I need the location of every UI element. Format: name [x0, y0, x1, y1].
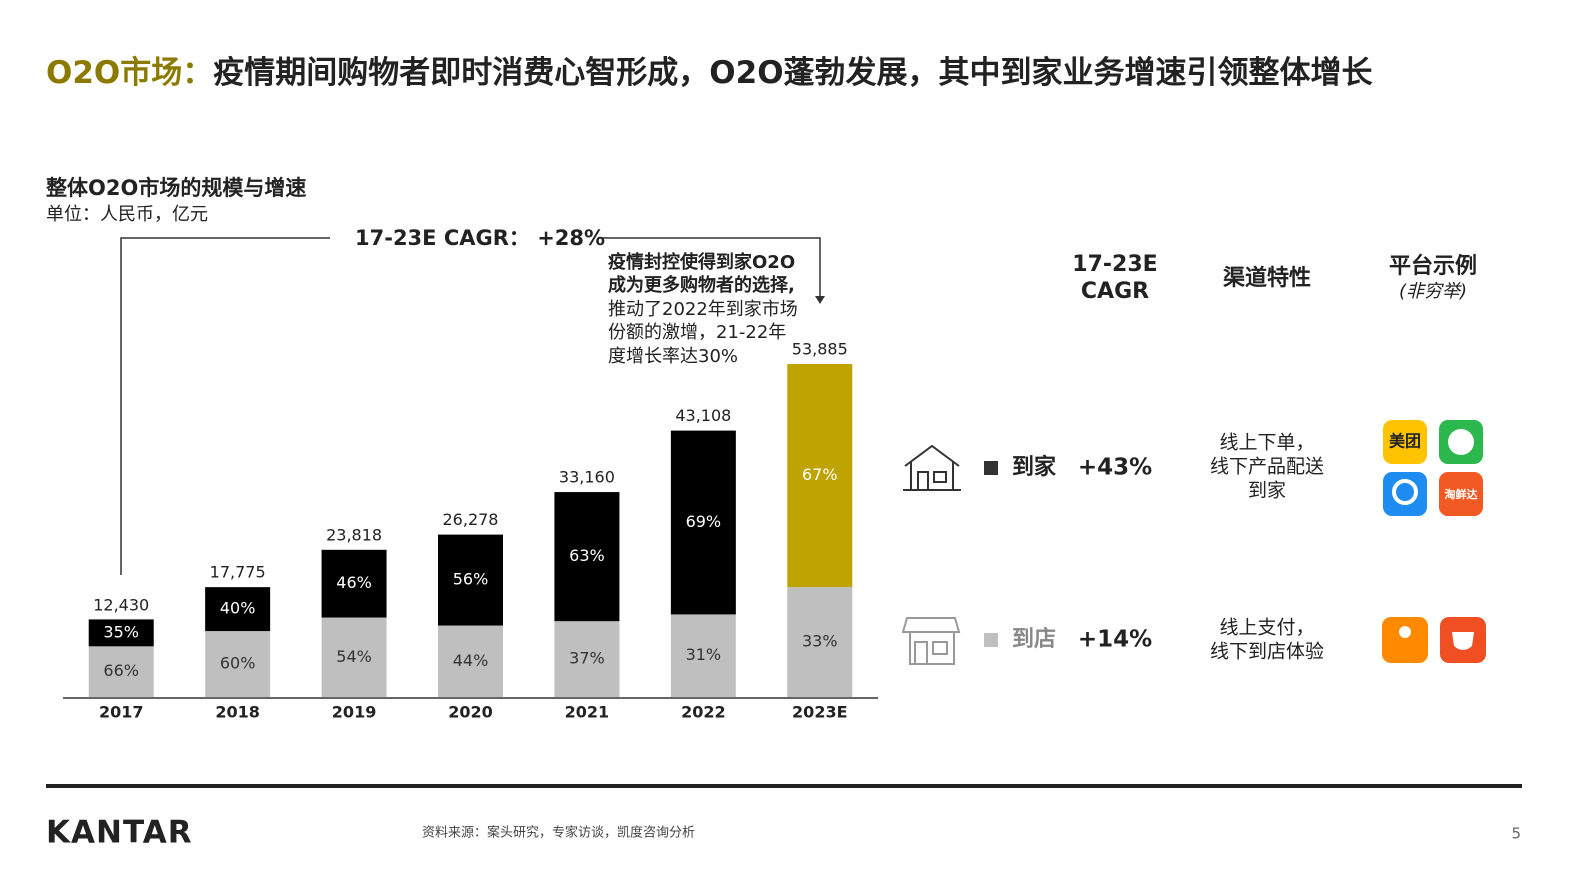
segment-label: 40%: [220, 599, 256, 618]
chart-title: 整体O2O市场的规模与增速: [46, 176, 306, 200]
header-platform: 平台示例: [1389, 253, 1477, 279]
title-highlight: O2O市场：: [46, 55, 213, 91]
x-tick-label: 2021: [565, 703, 610, 722]
row-channel: 线上下单，: [1219, 432, 1314, 454]
slide-title: O2O市场：疫情期间购物者即时消费心智形成，O2O蓬勃发展，其中到家业务增速引领…: [46, 55, 1373, 91]
segment-label: 54%: [336, 647, 372, 666]
bars: 66% 35% 12,430 2017 60% 40% 17,775 2018 54% 46% 23…: [88, 340, 853, 722]
total-label: 43,108: [675, 406, 731, 425]
cagr-label: 17-23E CAGR： +28%: [355, 226, 605, 250]
bar-segment: [670, 614, 736, 697]
store-icon: [901, 617, 961, 665]
logo-eleme: [1383, 472, 1427, 516]
logo-shape: [1399, 626, 1411, 638]
bar-segment: [787, 364, 853, 588]
segment-label: 46%: [336, 573, 372, 592]
row-channel: 到家: [1248, 480, 1286, 502]
total-label: 53,885: [792, 340, 848, 359]
row-name: 到家: [1012, 454, 1057, 480]
header-channel: 渠道特性: [1223, 265, 1311, 291]
note: 推动了2022年到家市场: [608, 299, 798, 320]
row-channel: 线上支付，: [1219, 617, 1314, 639]
bar-segment: [554, 492, 620, 622]
bar-segment: [321, 549, 387, 618]
segment-label: 31%: [686, 645, 722, 664]
segment-label: 67%: [802, 465, 838, 484]
note-bold: 成为更多购物者的选择,: [608, 274, 795, 296]
header-cagr: CAGR: [1081, 279, 1149, 304]
logo-dianping: [1382, 617, 1428, 663]
segment-label: 60%: [220, 654, 256, 673]
logo-text: 淘鲜达: [1445, 487, 1478, 501]
x-tick-label: 2020: [448, 703, 493, 722]
row-name: 到店: [1012, 627, 1056, 652]
arrow-head: [815, 296, 825, 304]
segment-label: 37%: [569, 649, 605, 668]
x-tick-label: 2022: [681, 703, 726, 722]
x-tick-label: 2019: [332, 703, 377, 722]
segment-label: 56%: [453, 570, 489, 589]
source: 资料来源：案头研究，专家访谈，凯度咨询分析: [422, 825, 695, 841]
x-tick-label: 2018: [215, 703, 260, 722]
logo-text: 美团: [1389, 432, 1421, 451]
bar-segment: [438, 534, 503, 626]
logo-taoxianda: [1439, 472, 1483, 516]
x-tick-label: 2017: [99, 703, 144, 722]
note: 份额的激增，21-22年: [608, 322, 786, 343]
bar-segment: [205, 587, 271, 632]
row-channel: 线下到店体验: [1210, 641, 1324, 663]
chart-subtitle: 单位：人民币，亿元: [46, 204, 208, 225]
segment-label: 69%: [686, 512, 722, 531]
total-label: 23,818: [326, 525, 382, 544]
bar-segment: [205, 631, 271, 697]
total-label: 17,775: [210, 563, 266, 582]
segment-label: 44%: [453, 651, 489, 670]
bar-segment: [88, 646, 154, 697]
segment-label: 35%: [103, 622, 139, 641]
row-cagr: +43%: [1078, 455, 1152, 481]
row-channel: 线下产品配送: [1210, 456, 1324, 478]
logo-meituan: [1383, 420, 1427, 464]
note-bold: 疫情封控使得到家O2O: [608, 251, 795, 273]
logo-shape: [1448, 429, 1474, 455]
bar-segment: [88, 619, 154, 647]
bar-segment: [321, 617, 387, 697]
page-number: 5: [1511, 825, 1521, 843]
header-cagr: 17-23E: [1072, 252, 1157, 277]
bar-segment: [438, 625, 503, 697]
brand: KANTAR: [46, 815, 193, 851]
note: 度增长率达30%: [608, 346, 738, 367]
legend-swatch: [984, 461, 998, 475]
cagr-bracket: [120, 237, 821, 575]
total-label: 12,430: [93, 596, 149, 615]
x-tick-label: 2023E: [792, 703, 847, 722]
bar-segment: [554, 621, 620, 697]
bar-segment: [787, 587, 853, 697]
total-label: 33,160: [559, 468, 615, 487]
logo-shape: [1452, 632, 1474, 650]
house-icon: [903, 444, 961, 491]
total-label: 26,278: [443, 510, 499, 529]
bar-segment: [670, 430, 736, 615]
logo-shape: [1392, 479, 1418, 505]
segment-label: 63%: [569, 546, 605, 565]
title-text: 疫情期间购物者即时消费心智形成，O2O蓬勃发展，其中到家业务增速引领整体增长: [213, 55, 1372, 91]
legend-swatch: [984, 633, 998, 647]
row-cagr: +14%: [1078, 627, 1152, 653]
segment-label: 33%: [802, 632, 838, 651]
header-platform-note: (非穷举): [1399, 281, 1467, 302]
segment-label: 66%: [103, 661, 139, 680]
